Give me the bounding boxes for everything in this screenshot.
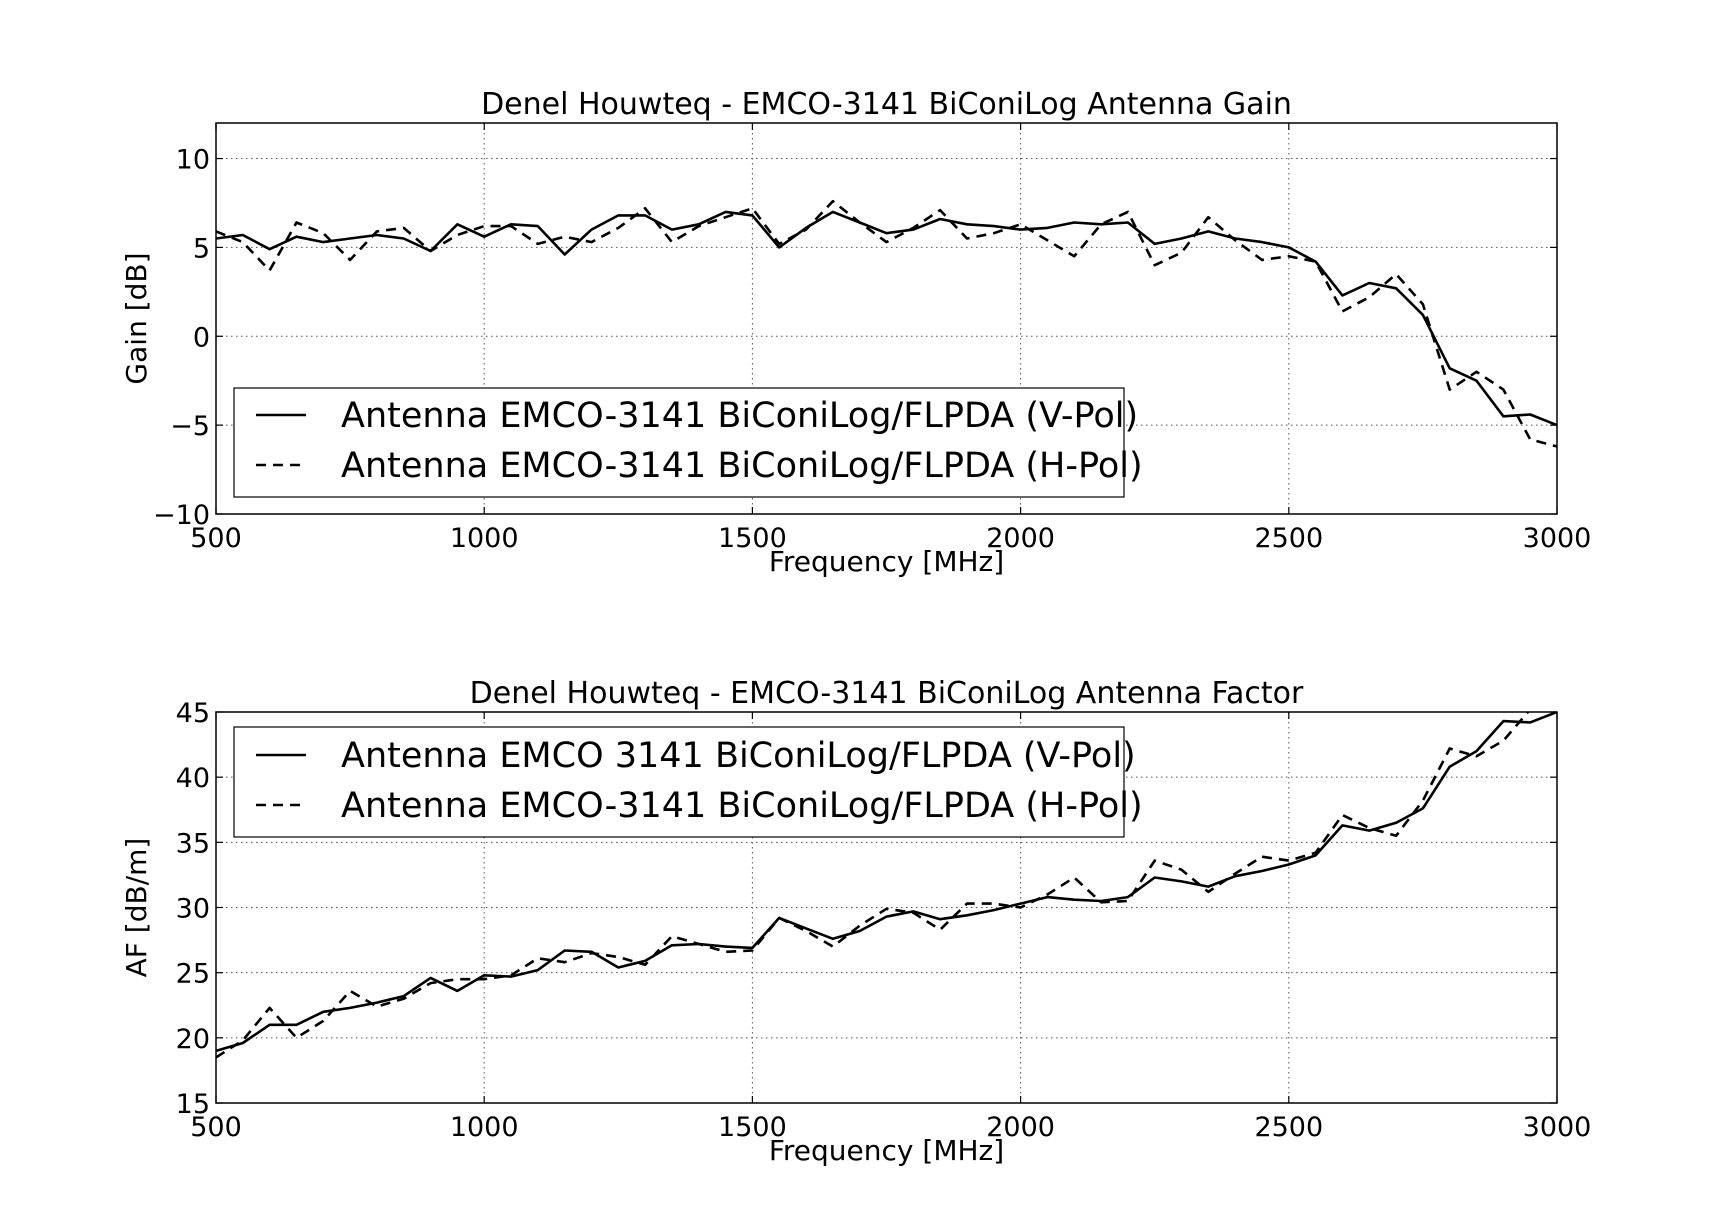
x-tick-label: 1500: [718, 1112, 787, 1143]
legend-box: [233, 387, 1125, 498]
y-tick-label: 45: [176, 698, 210, 729]
y-tick-label: −5: [170, 411, 210, 442]
y-tick-label: 40: [176, 763, 210, 794]
x-tick-label: 1500: [718, 523, 787, 554]
x-tick-label: 1000: [450, 1112, 519, 1143]
x-tick-label: 3000: [1523, 1112, 1592, 1143]
x-tick-label: 2500: [1254, 1112, 1323, 1143]
x-tick-label: 3000: [1523, 523, 1592, 554]
chart-title: Denel Houwteq - EMCO-3141 BiConiLog Ante…: [470, 676, 1304, 711]
x-tick-label: 500: [190, 523, 242, 554]
y-axis-label: Gain [dB]: [120, 252, 153, 384]
x-tick-label: 2000: [986, 523, 1055, 554]
y-tick-label: 5: [193, 233, 210, 264]
legend-entry-label: Antenna EMCO-3141 BiConiLog/FLPDA (H-Pol…: [341, 786, 1143, 826]
legend-box: [233, 726, 1125, 838]
y-tick-label: −10: [153, 500, 210, 531]
x-axis-label: Frequency [MHz]: [769, 545, 1004, 578]
legend-entry-label: Antenna EMCO-3141 BiConiLog/FLPDA (H-Pol…: [341, 446, 1143, 486]
chart-title: Denel Houwteq - EMCO-3141 BiConiLog Ante…: [481, 87, 1292, 122]
y-tick-label: 25: [176, 959, 210, 990]
antenna-factor-panel: 500 1000 1500 2000 2500 3000 15 20 25 30 35 40 45 Den…: [120, 676, 1591, 1167]
h-pol-series-line: [216, 712, 1530, 1059]
v-pol-series-line: [216, 210, 1557, 427]
y-tick-label: 15: [176, 1089, 210, 1120]
y-tick-label: 35: [176, 828, 210, 859]
gain-panel: 500 1000 1500 2000 2500 3000 −10 −5 0 5 10 Denel Ho…: [120, 87, 1591, 578]
legend-entry-label: Antenna EMCO 3141 BiConiLog/FLPDA (V-Pol…: [341, 736, 1136, 776]
axes-frame: [215, 122, 1558, 515]
x-axis-label: Frequency [MHz]: [769, 1134, 1004, 1167]
y-tick-label: 0: [193, 322, 210, 353]
x-tick-label: 2000: [986, 1112, 1055, 1143]
x-tick-label: 1000: [450, 523, 519, 554]
y-tick-label: 10: [176, 145, 210, 176]
v-pol-series-line: [216, 712, 1557, 1053]
x-tick-label: 500: [190, 1112, 242, 1143]
legend-entry-label: Antenna EMCO-3141 BiConiLog/FLPDA (V-Pol…: [341, 396, 1138, 436]
h-pol-series-line: [216, 199, 1557, 448]
x-tick-label: 2500: [1254, 523, 1323, 554]
y-tick-label: 30: [176, 894, 210, 925]
y-tick-label: 20: [176, 1024, 210, 1055]
y-axis-label: AF [dB/m]: [120, 838, 153, 978]
